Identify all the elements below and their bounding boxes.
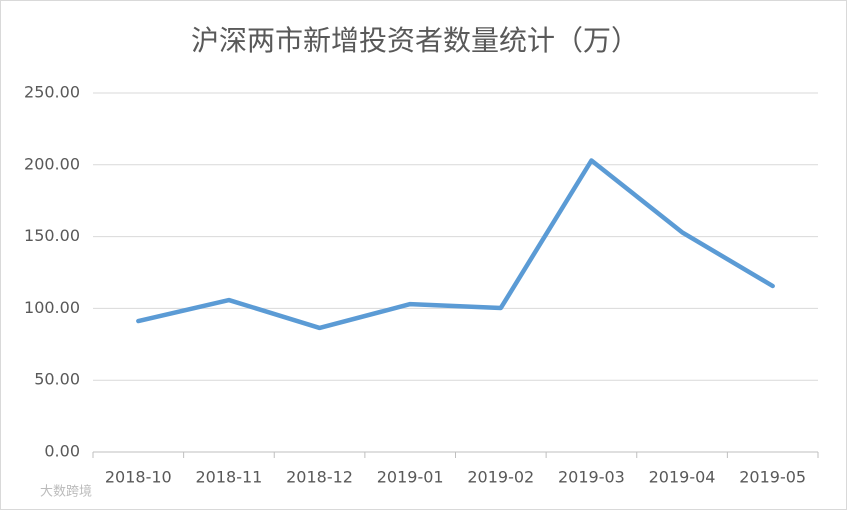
- x-tick-label: 2019-01: [377, 468, 444, 487]
- x-tick-label: 2018-10: [105, 468, 172, 487]
- y-tick-label: 250.00: [24, 83, 80, 102]
- x-tick-label: 2018-12: [286, 468, 353, 487]
- data-line: [136, 158, 775, 331]
- y-tick-label: 100.00: [24, 298, 80, 317]
- x-tick-label: 2018-11: [196, 468, 263, 487]
- y-tick-label: 0.00: [44, 442, 80, 461]
- x-tick-label: 2019-05: [739, 468, 806, 487]
- y-tick-label: 200.00: [24, 154, 80, 173]
- x-tick-label: 2019-03: [558, 468, 625, 487]
- x-tick-label: 2019-04: [649, 468, 716, 487]
- watermark: 大数跨境: [40, 485, 92, 500]
- y-tick-label: 50.00: [34, 370, 80, 389]
- y-tick-label: 150.00: [24, 226, 80, 245]
- x-tick-label: 2019-02: [467, 468, 534, 487]
- chart-title: 沪深两市新增投资者数量统计（万）: [191, 24, 639, 57]
